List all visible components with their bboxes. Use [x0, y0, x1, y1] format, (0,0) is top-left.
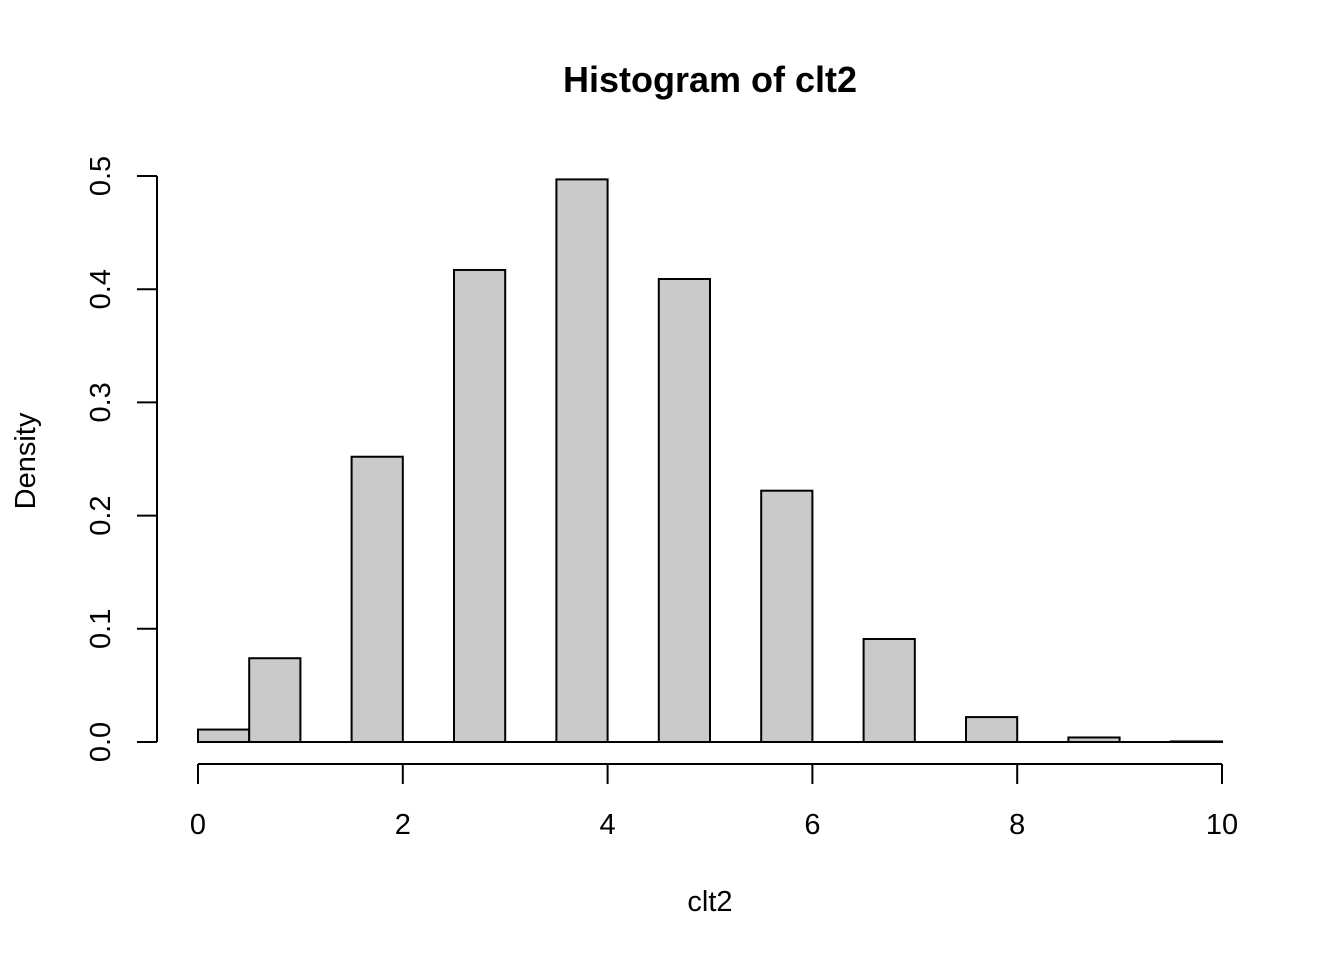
histogram-bar-8: [965, 716, 1019, 744]
x-tick-label-2: 4: [600, 809, 616, 841]
histogram-bar-6: [760, 489, 814, 744]
histogram-bar-2: [350, 455, 404, 743]
y-axis-title: Density: [10, 412, 42, 509]
histogram-bar-4: [555, 178, 609, 743]
y-tick-label-5: 0.5: [85, 156, 117, 196]
y-tick-label-1: 0.1: [85, 609, 117, 649]
x-axis: 0 2 4 6 8 10: [190, 763, 1238, 841]
y-tick-label-4: 0.4: [85, 269, 117, 309]
histogram-bar-1: [248, 657, 302, 743]
chart-title: Histogram of clt2: [563, 59, 857, 100]
y-axis: 0.0 0.1 0.2 0.3 0.4 0.5: [85, 156, 158, 762]
x-tick-label-1: 2: [395, 809, 411, 841]
histogram-bar-5: [657, 278, 711, 743]
x-tick-label-0: 0: [190, 809, 206, 841]
y-tick-label-0: 0.0: [85, 722, 117, 762]
y-tick-label-3: 0.3: [85, 382, 117, 422]
x-tick-label-4: 8: [1009, 809, 1025, 841]
x-axis-title: clt2: [687, 886, 732, 918]
x-tick-label-5: 10: [1206, 809, 1238, 841]
x-tick-label-3: 6: [804, 809, 820, 841]
bars-group: [197, 178, 1224, 744]
histogram-bar-3: [453, 268, 507, 743]
histogram-bar-0: [197, 728, 251, 743]
histogram-bar-7: [862, 637, 916, 743]
y-tick-label-2: 0.2: [85, 495, 117, 535]
